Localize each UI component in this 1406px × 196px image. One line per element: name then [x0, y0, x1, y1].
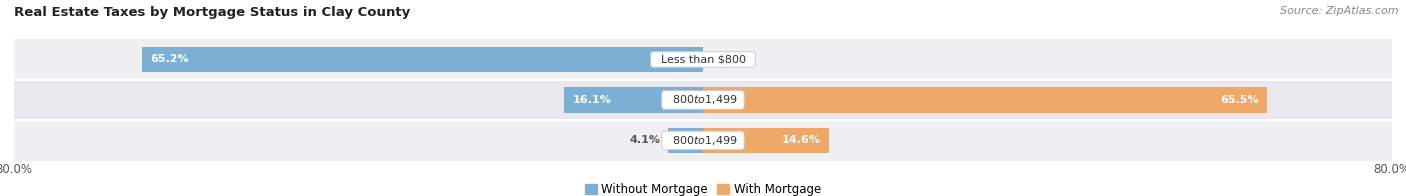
Text: $800 to $1,499: $800 to $1,499 — [665, 134, 741, 147]
Text: 16.1%: 16.1% — [574, 95, 612, 105]
Text: Source: ZipAtlas.com: Source: ZipAtlas.com — [1281, 6, 1399, 16]
Text: 4.1%: 4.1% — [630, 135, 661, 145]
Bar — [668, 128, 703, 153]
Bar — [14, 80, 1392, 120]
Bar — [14, 120, 1392, 161]
Text: 14.6%: 14.6% — [782, 135, 820, 145]
Text: 0.0%: 0.0% — [716, 54, 747, 64]
Bar — [703, 87, 1267, 113]
Bar — [14, 39, 1392, 80]
Text: $800 to $1,499: $800 to $1,499 — [665, 93, 741, 106]
Legend: Without Mortgage, With Mortgage: Without Mortgage, With Mortgage — [581, 179, 825, 196]
Text: Less than $800: Less than $800 — [654, 54, 752, 64]
Bar — [142, 47, 703, 72]
Bar — [703, 128, 828, 153]
Bar — [564, 87, 703, 113]
Text: 65.2%: 65.2% — [150, 54, 188, 64]
Text: Real Estate Taxes by Mortgage Status in Clay County: Real Estate Taxes by Mortgage Status in … — [14, 6, 411, 19]
Text: 65.5%: 65.5% — [1220, 95, 1258, 105]
